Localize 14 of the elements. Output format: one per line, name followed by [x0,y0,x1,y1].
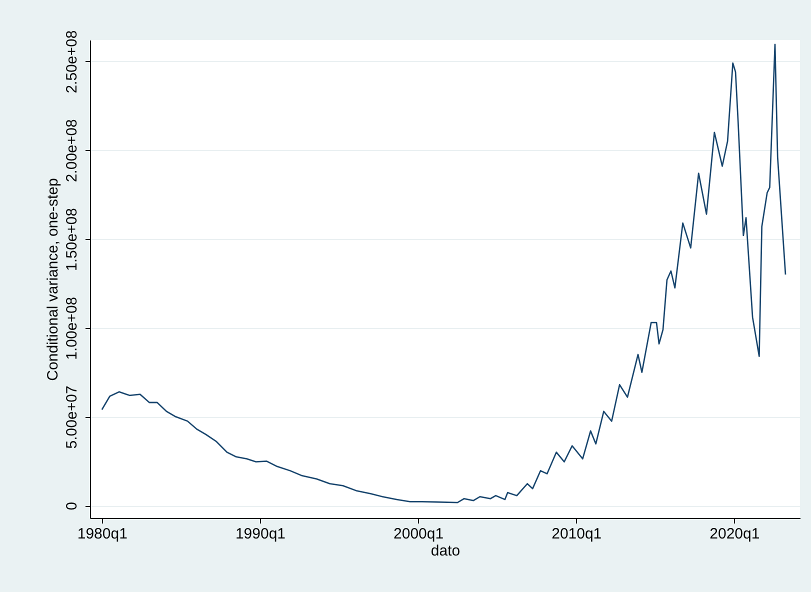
y-tick-label: 1.00e+08 [64,296,80,360]
y-axis-title: Conditional variance, one-step [44,178,62,381]
x-tick-label: 2000q1 [394,526,444,542]
y-tick-label: 0 [64,502,80,510]
x-tick-label: 1980q1 [77,526,128,542]
x-tick-label: 2010q1 [552,526,602,542]
x-axis-title: dato [430,542,460,560]
y-tick-label: 1.50e+08 [64,208,80,272]
x-tick-label: 2020q1 [710,526,760,542]
y-tick-label: 2.50e+08 [64,30,80,94]
y-tick-label: 2.00e+08 [64,119,80,182]
line-series [101,44,786,504]
y-tick-label: 5.00e+07 [64,386,80,449]
x-tick-label: 1990q1 [235,526,286,542]
